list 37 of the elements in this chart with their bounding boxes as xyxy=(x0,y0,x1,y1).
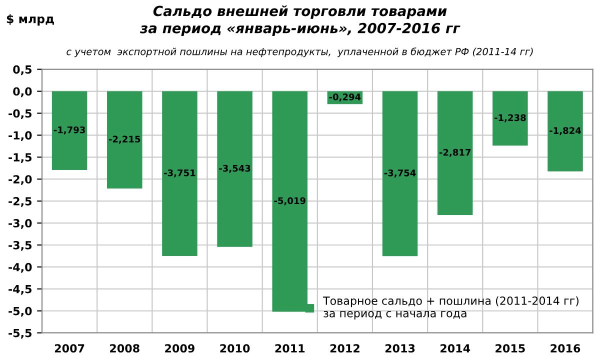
data-label: -3,543 xyxy=(219,164,250,173)
x-tick-label: 2014 xyxy=(440,344,470,353)
x-tick-label: 2015 xyxy=(496,344,525,353)
data-label: -5,019 xyxy=(274,197,306,206)
x-tick-label: 2016 xyxy=(550,344,580,353)
text: $ млрд xyxy=(6,14,54,26)
legend-label: Товарное сальдо + пошлина (2011-2014 гг) за период с начала года xyxy=(322,296,579,320)
data-label: -3,754 xyxy=(384,170,416,178)
y-tick-label: -2,5 xyxy=(8,197,32,207)
data-label: -1,238 xyxy=(494,114,526,122)
data-label: -0,294 xyxy=(329,94,361,102)
x-tick-label: 2008 xyxy=(110,344,140,353)
chart-subtitle: с учетом экспортной пошлины на нефтепродукты, уплаченной в бюджет РФ (2011-14 гг) xyxy=(66,48,533,58)
y-tick-label: -3,5 xyxy=(8,240,32,251)
y-tick-label: -2,0 xyxy=(8,175,32,185)
y-tick-label: -5,5 xyxy=(8,328,32,339)
x-tick-label: 2009 xyxy=(165,344,194,353)
y-tick-label: -1,5 xyxy=(8,153,32,163)
data-label: -2,817 xyxy=(439,148,471,157)
y-tick-label: -4,0 xyxy=(8,262,32,273)
y-tick-label: -1,0 xyxy=(8,131,32,141)
y-tick-label: -5,0 xyxy=(8,306,32,317)
chart-title: Сальдо внешней торговли товарами за период «январь-июнь», 2007-2016 гг xyxy=(140,5,460,36)
x-tick-label: 2013 xyxy=(385,344,415,353)
y-tick-label: -4,5 xyxy=(8,285,32,295)
x-tick-label: 2010 xyxy=(220,344,250,353)
x-tick-label: 2012 xyxy=(330,344,360,353)
y-tick-label: -0,5 xyxy=(8,109,32,120)
data-label: -2,215 xyxy=(108,136,140,144)
data-label: -1,793 xyxy=(54,126,85,134)
data-label: -1,824 xyxy=(550,127,581,136)
data-label: -3,751 xyxy=(164,169,196,178)
y-tick-label: 0,5 xyxy=(13,65,32,76)
y-tick-label: 0,0 xyxy=(13,87,32,98)
y-tick-label: -3,0 xyxy=(8,219,32,229)
x-tick-label: 2007 xyxy=(54,344,84,353)
x-tick-label: 2011 xyxy=(275,344,305,353)
